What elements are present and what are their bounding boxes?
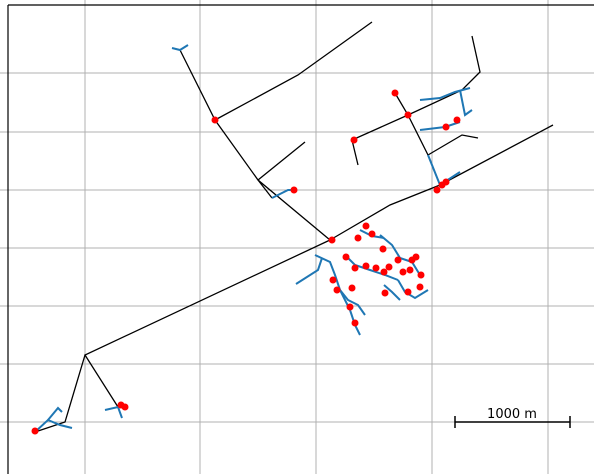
feeder-center-6 — [339, 289, 366, 316]
feeder-sw-3 — [104, 405, 123, 419]
load-marker — [381, 289, 389, 297]
load-marker — [442, 178, 450, 186]
feeder-sw — [34, 418, 73, 433]
load-marker — [391, 89, 399, 97]
feeder-ne-2 — [459, 89, 473, 117]
load-marker — [31, 427, 39, 435]
load-marker — [416, 283, 424, 291]
line-east-trunk — [329, 124, 554, 241]
line-ne-branch-3 — [351, 114, 409, 166]
load-marker — [354, 234, 362, 242]
line-west-trunk — [84, 239, 331, 408]
load-marker — [379, 245, 387, 253]
load-marker — [380, 268, 388, 276]
feeder-center-1 — [314, 254, 351, 311]
feeder-lines — [34, 44, 473, 433]
feeder-ne-top — [419, 87, 471, 101]
load-marker — [404, 111, 412, 119]
load-marker — [351, 264, 359, 272]
line-mid-spur-2 — [257, 179, 273, 199]
load-markers — [31, 89, 461, 435]
load-marker — [412, 253, 420, 261]
load-marker — [328, 236, 336, 244]
load-marker — [346, 303, 354, 311]
load-marker — [368, 230, 376, 238]
trunk-lines — [34, 21, 554, 433]
line-north-trunk — [179, 49, 331, 241]
load-marker — [453, 116, 461, 124]
feeder-center-9 — [383, 284, 401, 301]
load-marker — [442, 123, 450, 131]
load-marker — [406, 266, 414, 274]
line-mid-spur — [257, 141, 306, 181]
load-marker — [372, 264, 380, 272]
line-ne-branch — [407, 35, 481, 116]
feeder-sw-2 — [47, 406, 63, 421]
load-marker — [385, 263, 393, 271]
load-marker — [342, 253, 350, 261]
scale-bar-label: 1000 m — [487, 407, 537, 422]
feeder-ne-3 — [419, 121, 461, 131]
load-marker — [417, 271, 425, 279]
load-marker — [399, 268, 407, 276]
scale-bar: 1000 m — [454, 407, 571, 428]
load-marker — [290, 186, 298, 194]
load-marker — [333, 286, 341, 294]
load-marker — [211, 116, 219, 124]
line-southwest — [34, 354, 86, 433]
load-marker — [433, 186, 441, 194]
load-marker — [362, 222, 370, 230]
load-marker — [329, 276, 337, 284]
line-northeast — [394, 92, 441, 186]
feeder-center-8 — [295, 257, 323, 285]
load-marker — [351, 319, 359, 327]
feeder-center-2 — [344, 254, 399, 281]
feeder-ne-4 — [427, 154, 461, 187]
feeder-center-5 — [397, 279, 429, 300]
load-marker — [350, 136, 358, 144]
load-marker — [348, 284, 356, 292]
line-north-east-spur — [214, 21, 373, 121]
load-marker — [394, 256, 402, 264]
feeder-nw-top — [171, 44, 189, 52]
axes-frame — [7, 4, 594, 474]
load-marker — [121, 403, 129, 411]
load-marker — [362, 262, 370, 270]
line-ne-branch-2 — [427, 134, 479, 156]
load-marker — [404, 288, 412, 296]
